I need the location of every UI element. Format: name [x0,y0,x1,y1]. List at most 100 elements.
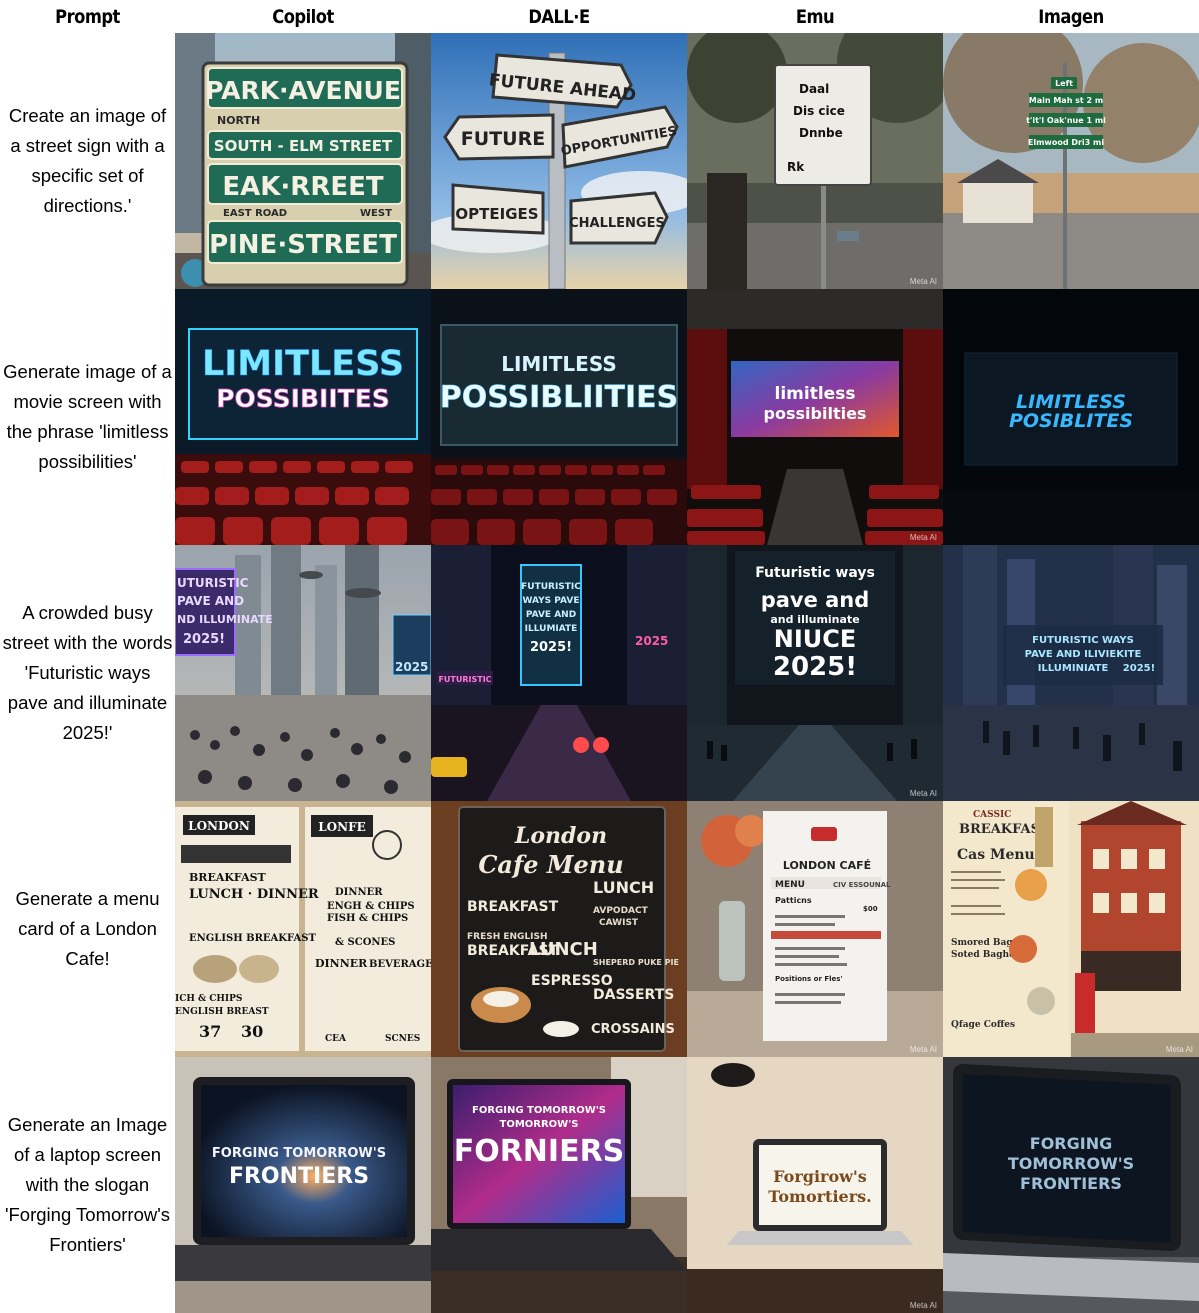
menu-text: Soted Baghels [951,950,1023,960]
sign-text: Rk [787,160,805,174]
imagen-column-header: Imagen [1038,6,1104,28]
menu-text: Qfage Coffes [951,1020,1015,1030]
sign-text: CHALLENGES [569,216,665,231]
screen-text: FUTURISTIC [438,675,491,684]
screen-text: FORNIERS [454,1134,625,1169]
menu-text: FRESH ENGLISH [467,932,548,942]
menu-text: DASSERTS [593,987,674,1003]
dalle-column-header: DALL·E [528,6,590,28]
screen-text: PAVE AND [526,610,576,620]
screen-text: POSIBLITES [1009,410,1133,432]
screen-text: possibilties [764,404,867,423]
sign-text: PARK·AVENUE [205,76,401,105]
menu-text: AVPODACT [593,906,649,916]
watermark: Meta AI [1165,1045,1193,1054]
imagen-movie-screen-image: LIMITLESS POSIBLITES [943,289,1199,545]
prompt-column-header: Prompt [55,6,120,28]
menu-text: Cafe Menu [478,850,623,879]
menu-text: DINNER [315,957,368,970]
menu-text: LONDON CAFÉ [783,859,871,872]
menu-text: Positions or Fles' [775,975,843,983]
menu-text: LUNCH [529,939,598,960]
screen-text: pave and [761,588,870,612]
sign-text: Dis cice [793,104,845,118]
sign-text: t'it'l Oak'nue 1 mi [1026,116,1106,125]
sign-text: Dnnbe [799,126,843,140]
sign-text: SOUTH - ELM STREET [214,137,393,155]
copilot-laptop-image: FORGING TOMORROW'S FRONTIERS [175,1057,431,1313]
watermark: Meta AI [909,1045,937,1054]
imagen-menu-card-image: CASSIC BREAKFAST Cas Menu Smored Bagtets… [943,801,1199,1057]
sign-text: OPTEIGES [455,205,538,223]
prompt-text: Create an image of a street sign with a … [8,105,167,216]
menu-text: BREAKFAST [467,899,559,915]
screen-text: TOMORROW'S [500,1119,579,1130]
screen-text: 2025 [635,634,668,648]
screen-text: FORGING TOMORROW'S [212,1146,386,1161]
sign-text: Main Mah st 2 m [1029,96,1103,105]
screen-text: FRONTIERS [1020,1174,1122,1193]
prompt-text: Generate image of a movie screen with th… [3,361,172,472]
dalle-street-sign-image: FUTURE AHEAD FUTURE OPPORTUNITIES OPTEIG… [431,33,687,289]
screen-text: LIMITLESS [1016,391,1126,413]
screen-text: ILLUMINIATE [1038,663,1109,674]
sign-text: FUTURE [461,128,545,150]
menu-text: FISH & CHIPS [327,913,408,924]
menu-text: SHEPERD PUKE PIE [593,958,679,967]
emu-laptop-image: Forgirow's Tomortiers. Meta AI [687,1057,943,1313]
screen-text: 2025! [183,632,225,647]
prompt-text: Generate a menu card of a London Cafe! [15,888,160,969]
screen-text: PAVE AND [177,594,244,608]
prompt-cell-5: Generate an Image of a laptop screen wit… [0,1057,175,1313]
dalle-laptop-image: FORGING TOMORROW'S TOMORROW'S FORNIERS [431,1057,687,1313]
sign-text: Left [1055,79,1073,88]
screen-text: ILLUMIATE [525,624,578,634]
menu-text: Patticns [775,896,812,905]
menu-text: CIV ESSOUNAL [833,881,891,889]
menu-text: ENGLISH BREAKFAST [189,933,316,944]
menu-text: Cas Menu [957,847,1035,863]
screen-text: 2025! [530,640,572,655]
dalle-futuristic-street-image: FUTURISTIC WAYS PAVE PAVE AND ILLUMIATE … [431,545,687,801]
emu-column-header: Emu [795,6,835,28]
screen-text: PAVE AND ILIVIEKITE [1025,649,1142,660]
copilot-futuristic-street-image: UTURISTIC PAVE AND ND ILLUMINATE 2025! 2… [175,545,431,801]
copilot-movie-screen-image: LIMITLESS POSSIBIITES [175,289,431,545]
screen-text: FUTURISTIC [521,582,581,592]
copilot-menu-card-image: LONDON BREAKFAST LUNCH · DINNER ENGLISH … [175,801,431,1057]
emu-futuristic-street-image: Futuristic ways pave and and illuminate … [687,545,943,801]
menu-text: CEA [325,1034,347,1044]
sign-text: EAST ROAD [223,208,287,219]
screen-text: WAYS PAVE [523,596,580,606]
screen-text: 2025! [1123,663,1155,674]
dalle-menu-card-image: London Cafe Menu BREAKFAST LUNCH FRESH E… [431,801,687,1057]
menu-text: CROSSAINS [591,1022,675,1037]
screen-text: 2025! [773,652,857,682]
screen-text: FRONTIERS [229,1164,369,1189]
menu-text: London [514,823,607,849]
menu-text: 37 [199,1022,221,1041]
watermark: Meta AI [909,789,937,798]
imagen-futuristic-street-image: FUTURISTIC WAYS PAVE AND ILIVIEKITE ILLU… [943,545,1199,801]
sign-text: Daal [799,82,829,96]
screen-text: UTURISTIC [177,576,249,590]
screen-text: FORGING [1030,1134,1112,1153]
menu-text: CASSIC [973,810,1011,820]
prompt-cell-1: Create an image of a street sign with a … [0,33,175,289]
menu-text: LUNCH · DINNER [189,887,319,902]
screen-text: and illuminate [770,613,859,626]
sign-text: WEST [360,208,392,219]
screen-text: ND ILLUMINATE [177,613,273,626]
prompt-text: A crowded busy street with the words 'Fu… [2,602,173,743]
copilot-column-header: Copilot [272,6,334,28]
menu-text: & SCONES [335,937,395,948]
screen-text: limitless [775,384,856,404]
emu-menu-card-image: LONDON CAFÉ MENU CIV ESSOUNAL Patticns $… [687,801,943,1057]
watermark: Meta AI [909,533,937,542]
watermark: Meta AI [909,277,937,286]
prompt-cell-4: Generate a menu card of a London Cafe! [0,801,175,1057]
screen-text: POSSIBIITES [216,384,390,413]
screen-text: LIMITLESS [501,352,617,376]
screen-text: Tomortiers. [768,1187,871,1206]
watermark: Meta AI [909,1301,937,1310]
